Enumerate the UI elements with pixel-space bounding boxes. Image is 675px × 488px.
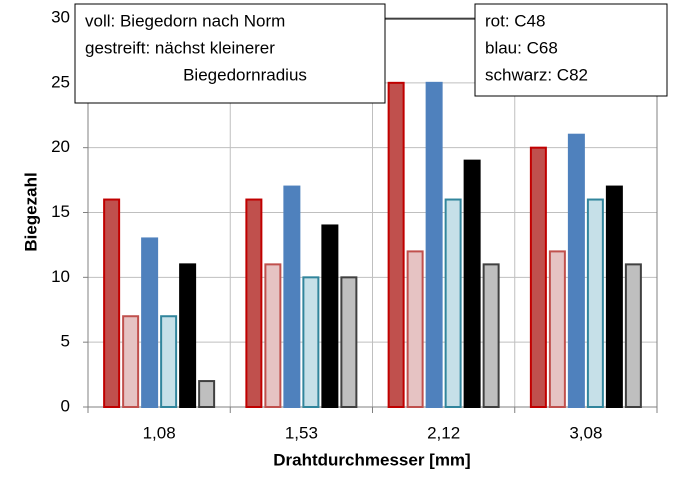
y-tick-label: 0 (61, 396, 70, 415)
x-tick-label: 1,53 (285, 423, 318, 442)
x-tick-label: 3,08 (569, 423, 602, 442)
bar (340, 276, 358, 409)
x-tick-label: 2,12 (427, 423, 460, 442)
y-tick-label: 5 (61, 332, 70, 351)
annotation-text: voll: Biegedorn nach Norm (85, 11, 285, 30)
bar (302, 276, 320, 409)
bar (387, 81, 405, 408)
bar (283, 185, 301, 408)
bar (245, 198, 263, 408)
bar (198, 380, 216, 409)
bar (548, 250, 566, 408)
bar (321, 224, 339, 408)
annotation-box (74, 3, 386, 104)
bar (122, 315, 140, 409)
y-tick-label: 25 (51, 72, 70, 91)
bar (529, 146, 547, 409)
bar (406, 250, 424, 408)
bar (160, 315, 178, 409)
bar (586, 198, 604, 408)
annotation-text: schwarz: C82 (485, 65, 588, 84)
y-tick-label: 15 (51, 202, 70, 221)
annotation-text: blau: C68 (485, 38, 558, 57)
bar (264, 263, 282, 408)
y-tick-label: 30 (51, 7, 70, 26)
annotation-text: rot: C48 (485, 11, 545, 30)
bar (444, 198, 462, 408)
annotation-box (474, 3, 668, 97)
bar (567, 133, 585, 408)
bar (103, 198, 121, 408)
bar (605, 185, 623, 408)
annotation-text: gestreift: nächst kleinerer (85, 38, 275, 57)
bar (179, 263, 197, 408)
bar (141, 237, 159, 408)
y-tick-label: 20 (51, 137, 70, 156)
bar (482, 263, 500, 408)
x-tick-label: 1,08 (143, 423, 176, 442)
bar (624, 263, 642, 408)
annotation-text: Biegedornradius (183, 65, 307, 84)
bar (425, 81, 443, 408)
y-tick-label: 10 (51, 267, 70, 286)
y-axis-label: Biegezahl (21, 172, 40, 251)
bar (463, 159, 481, 408)
x-axis-label: Drahtdurchmesser [mm] (273, 450, 470, 469)
